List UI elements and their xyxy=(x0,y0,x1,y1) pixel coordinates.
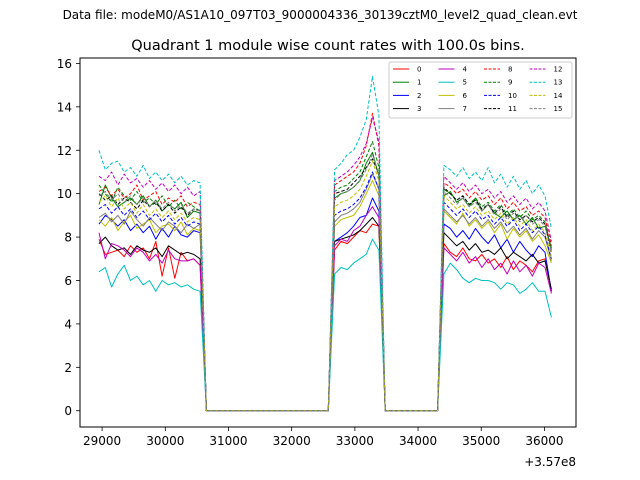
legend-label: 12 xyxy=(554,66,563,74)
series-line-7 xyxy=(98,173,552,412)
legend-label: 10 xyxy=(508,92,517,100)
x-tick-label: 34000 xyxy=(399,434,437,448)
series-layer xyxy=(98,75,552,412)
plot-frame xyxy=(79,57,577,428)
y-tick-label: 6 xyxy=(64,274,72,288)
legend-label: 1 xyxy=(417,79,421,87)
y-tick-label: 16 xyxy=(57,57,72,71)
series-line-3 xyxy=(98,217,552,412)
suptitle: Data file: modeM0/AS1A10_097T03_90000043… xyxy=(63,8,578,22)
x-offset-label: +3.57e8 xyxy=(524,455,576,469)
x-tick-label: 36000 xyxy=(525,434,563,448)
y-tick-label: 10 xyxy=(57,187,72,201)
series-line-13 xyxy=(98,75,552,412)
legend-label: 3 xyxy=(417,105,421,113)
chart-title: Quadrant 1 module wise count rates with … xyxy=(131,38,525,54)
x-tick-label: 29000 xyxy=(83,434,121,448)
series-line-12 xyxy=(98,117,552,412)
y-tick-label: 4 xyxy=(64,317,72,331)
legend-label: 2 xyxy=(417,92,421,100)
series-line-14 xyxy=(98,160,552,412)
x-tick-label: 32000 xyxy=(273,434,311,448)
x-tick-label: 33000 xyxy=(336,434,374,448)
legend-label: 8 xyxy=(508,66,512,74)
x-tick-label: 35000 xyxy=(462,434,500,448)
y-tick-label: 8 xyxy=(64,231,72,245)
legend-label: 0 xyxy=(417,66,421,74)
legend-label: 7 xyxy=(463,105,467,113)
series-line-8 xyxy=(98,112,552,412)
legend-label: 9 xyxy=(508,79,512,87)
x-axis: 29000 30000 31000 32000 33000 34000 35000 36000 xyxy=(83,427,564,448)
legend-frame xyxy=(388,61,573,119)
legend-label: 4 xyxy=(463,66,468,74)
legend-label: 11 xyxy=(508,105,517,113)
y-tick-label: 14 xyxy=(57,100,72,114)
legend-label: 15 xyxy=(554,105,563,113)
legend-label: 6 xyxy=(463,92,468,100)
series-line-4 xyxy=(98,206,552,412)
series-line-5 xyxy=(98,238,552,412)
legend-label: 14 xyxy=(554,92,563,100)
y-tick-label: 0 xyxy=(64,404,72,418)
legend-label: 5 xyxy=(463,79,467,87)
series-line-2 xyxy=(98,197,552,412)
series-line-9 xyxy=(98,141,552,412)
x-tick-label: 31000 xyxy=(209,434,247,448)
y-tick-label: 12 xyxy=(57,144,72,158)
series-line-10 xyxy=(98,171,552,412)
series-line-15 xyxy=(98,154,552,412)
legend-label: 13 xyxy=(554,79,563,87)
y-tick-label: 2 xyxy=(64,361,72,375)
y-axis: 0 2 4 6 8 10 12 14 16 xyxy=(57,57,80,418)
x-tick-label: 30000 xyxy=(146,434,184,448)
series-line-6 xyxy=(98,180,552,412)
series-line-1 xyxy=(98,151,552,412)
series-line-11 xyxy=(98,158,552,412)
